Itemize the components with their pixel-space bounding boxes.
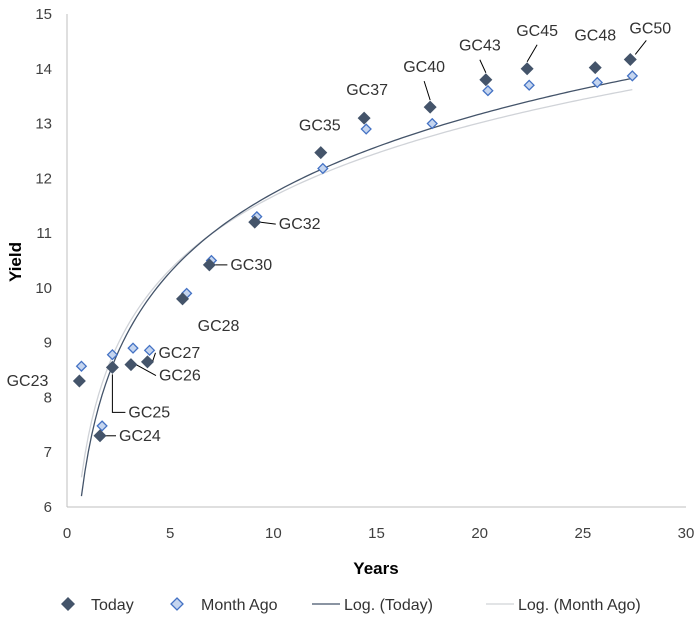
point-label-gc32: GC32 — [279, 216, 321, 233]
legend-month-ago-label: Month Ago — [201, 597, 278, 614]
today-point-gc50 — [623, 52, 637, 66]
x-tick-label: 25 — [574, 525, 591, 542]
x-tick-label: 15 — [368, 525, 385, 542]
y-tick-label: 8 — [44, 389, 52, 406]
today-point-gc40 — [423, 100, 437, 114]
point-label-gc30: GC30 — [230, 257, 272, 274]
month-ago-point — [426, 117, 438, 130]
point-label-gc48: GC48 — [574, 28, 616, 45]
trendlines — [80, 77, 633, 497]
leader-line — [151, 352, 156, 362]
point-label-gc40: GC40 — [403, 59, 445, 76]
x-tick-label: 20 — [471, 525, 488, 542]
point-label-gc24: GC24 — [119, 428, 161, 445]
x-tick-label: 5 — [166, 525, 174, 542]
today-point-gc24 — [93, 429, 107, 443]
month-ago-point — [75, 360, 88, 372]
x-tick-labels: 0 5 10 15 20 25 30 — [63, 525, 695, 542]
today-point-gc28 — [176, 292, 190, 306]
point-label-gc25: GC25 — [128, 404, 170, 421]
today-point-gc32 — [248, 215, 262, 229]
point-label-gc50: GC50 — [629, 20, 671, 37]
legend-log-month-ago-label: Log. (Month Ago) — [518, 597, 641, 614]
y-tick-label: 7 — [44, 444, 52, 461]
x-tick-label: 10 — [265, 525, 282, 542]
trendline-log-month-ago — [80, 88, 633, 478]
leader-line — [111, 374, 126, 413]
today-point-gc23 — [72, 374, 86, 388]
y-tick-label: 12 — [35, 170, 52, 187]
y-tick-label: 9 — [44, 335, 52, 352]
leader-line — [479, 59, 487, 73]
month-ago-point — [143, 344, 156, 357]
data-markers — [72, 52, 639, 443]
leader-line — [259, 221, 276, 225]
y-tick-label: 6 — [44, 499, 52, 516]
month-ago-point — [482, 84, 494, 97]
y-axis-title: Yield — [6, 242, 25, 282]
today-point-gc30 — [202, 258, 216, 272]
month-ago-point — [626, 70, 639, 82]
month-ago-point — [127, 342, 139, 354]
x-tick-label: 30 — [678, 525, 695, 542]
y-tick-label: 11 — [36, 225, 52, 242]
today-point-gc43 — [479, 73, 493, 87]
axes — [66, 14, 686, 508]
trendline-log-today — [80, 77, 633, 497]
point-label-gc28: GC28 — [198, 318, 240, 335]
point-label-gc43: GC43 — [459, 38, 501, 55]
y-tick-label: 13 — [35, 116, 52, 133]
y-tick-labels: 6 7 8 9 10 11 12 13 14 15 — [35, 6, 52, 516]
legend-today-marker — [61, 597, 75, 611]
point-label-gc37: GC37 — [346, 82, 388, 99]
point-label-gc45: GC45 — [516, 23, 558, 40]
today-point-gc27 — [140, 355, 154, 369]
point-label-gc35: GC35 — [299, 118, 341, 135]
today-point-gc45 — [520, 62, 534, 76]
x-tick-label: 0 — [63, 525, 71, 542]
leader-line — [423, 80, 431, 101]
leader-line — [526, 44, 538, 63]
leader-line — [135, 364, 157, 377]
legend-month-ago-marker — [170, 597, 184, 611]
y-tick-label: 15 — [35, 6, 52, 23]
y-tick-label: 14 — [35, 61, 52, 78]
leader-line — [634, 40, 647, 55]
y-tick-label: 10 — [35, 280, 52, 297]
today-point-gc26 — [124, 358, 138, 372]
month-ago-point — [96, 420, 108, 432]
point-label-gc26: GC26 — [159, 368, 201, 385]
month-ago-point — [591, 76, 603, 89]
today-point-gc35 — [314, 146, 328, 160]
month-ago-point — [317, 162, 329, 175]
point-labels: GC23 GC24 GC25 GC26 GC27 GC28 GC30 GC32 GC35 GC37… — [7, 20, 672, 444]
today-point-gc25 — [105, 360, 119, 374]
month-ago-point — [523, 79, 535, 91]
legend: Today Month Ago Log. (Today) Log. (Month… — [61, 597, 641, 614]
today-point-gc48 — [588, 61, 602, 75]
label-connectors — [105, 40, 647, 437]
today-point-gc37 — [357, 111, 371, 125]
month-ago-point — [360, 123, 372, 135]
legend-today-label: Today — [91, 597, 134, 614]
point-label-gc27: GC27 — [158, 345, 200, 362]
month-ago-point — [106, 348, 119, 361]
x-axis-title: Years — [353, 559, 398, 578]
legend-log-today-label: Log. (Today) — [344, 597, 433, 614]
point-label-gc23: GC23 — [7, 373, 49, 390]
